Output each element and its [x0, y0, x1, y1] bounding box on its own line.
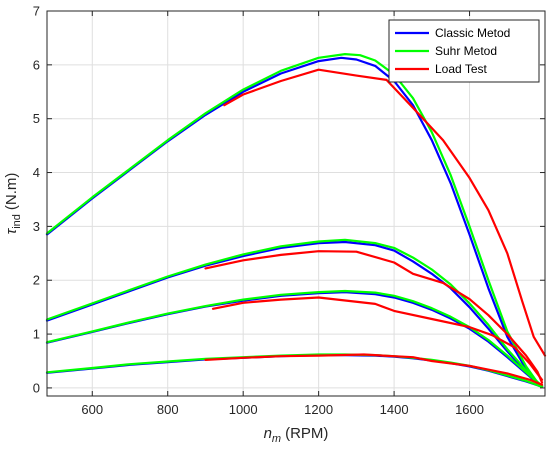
y-tick-label: 7 — [33, 4, 40, 19]
legend-entry-label: Load Test — [435, 62, 487, 76]
x-tick-label: 600 — [81, 402, 103, 417]
load-test-line — [211, 296, 544, 381]
legend: Classic Metod Suhr Metod Load Test — [388, 19, 540, 83]
x-tick-label: 800 — [157, 402, 179, 417]
x-tick-label: 1000 — [229, 402, 258, 417]
load-test-line — [204, 353, 544, 386]
x-tick-label: 1200 — [304, 402, 333, 417]
y-tick-label: 4 — [33, 165, 40, 180]
suhr-metod-line — [45, 289, 544, 388]
y-tick-label: 1 — [33, 327, 40, 342]
suhr-metod-line — [45, 53, 544, 388]
x-tick-label: 1600 — [455, 402, 484, 417]
y-tick-label: 2 — [33, 273, 40, 288]
x-axis-label-main: n — [264, 425, 272, 442]
y-tick-label: 5 — [33, 111, 40, 126]
legend-entry-label: Classic Metod — [435, 26, 510, 40]
y-tick-label: 3 — [33, 219, 40, 234]
load-test-line — [204, 250, 544, 384]
x-axis-label-unit: (RPM) — [285, 425, 328, 442]
y-axis-label-main: τ — [3, 227, 20, 234]
y-axis-label-unit: (N.m) — [3, 173, 20, 211]
x-axis-label-sub: m — [272, 433, 281, 445]
x-axis-label: nm (RPM) — [264, 425, 329, 445]
axis-ticks: 600 800 1000 1200 1400 1600 0 1 2 3 4 5 6 7 — [33, 4, 545, 417]
y-tick-label: 0 — [33, 380, 40, 395]
suhr-metod-line — [45, 238, 544, 387]
load-test-line — [223, 68, 547, 357]
y-axis-label: τind (N.m) — [3, 173, 23, 235]
legend-entry-label: Suhr Metod — [435, 44, 497, 58]
y-tick-label: 6 — [33, 57, 40, 72]
x-tick-label: 1400 — [380, 402, 409, 417]
series-layer — [45, 53, 547, 388]
axes-frame — [46, 10, 546, 397]
y-axis-label-sub: ind — [11, 214, 23, 229]
